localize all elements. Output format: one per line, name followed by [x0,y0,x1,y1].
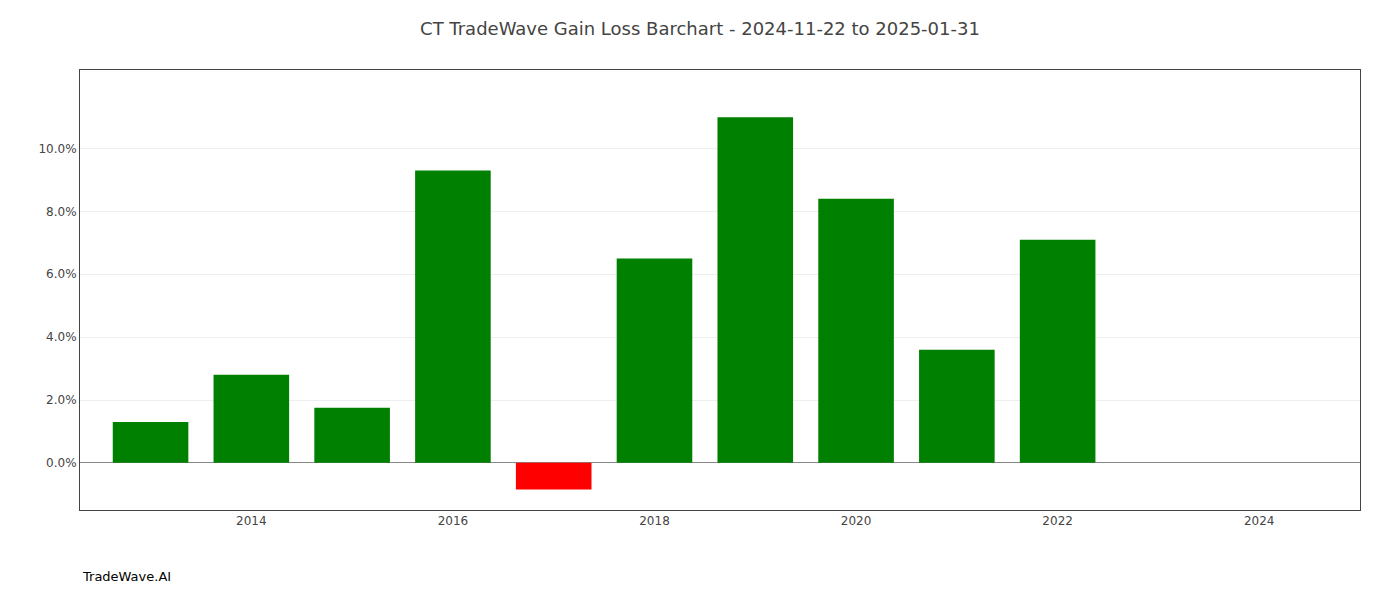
svg-text:TradeWave.AI: TradeWave.AI [82,569,171,584]
svg-text:0.0%: 0.0% [46,456,77,470]
svg-text:8.0%: 8.0% [46,205,77,219]
svg-text:2020: 2020 [841,514,872,528]
svg-text:4.0%: 4.0% [46,330,77,344]
svg-text:6.0%: 6.0% [46,267,77,281]
svg-text:2024: 2024 [1244,514,1275,528]
svg-text:CT TradeWave Gain Loss Barchar: CT TradeWave Gain Loss Barchart - 2024-1… [420,18,980,39]
svg-text:2014: 2014 [236,514,267,528]
svg-text:2.0%: 2.0% [46,393,77,407]
svg-text:2022: 2022 [1042,514,1073,528]
svg-text:10.0%: 10.0% [38,142,76,156]
svg-text:2018: 2018 [639,514,670,528]
svg-text:2016: 2016 [438,514,469,528]
